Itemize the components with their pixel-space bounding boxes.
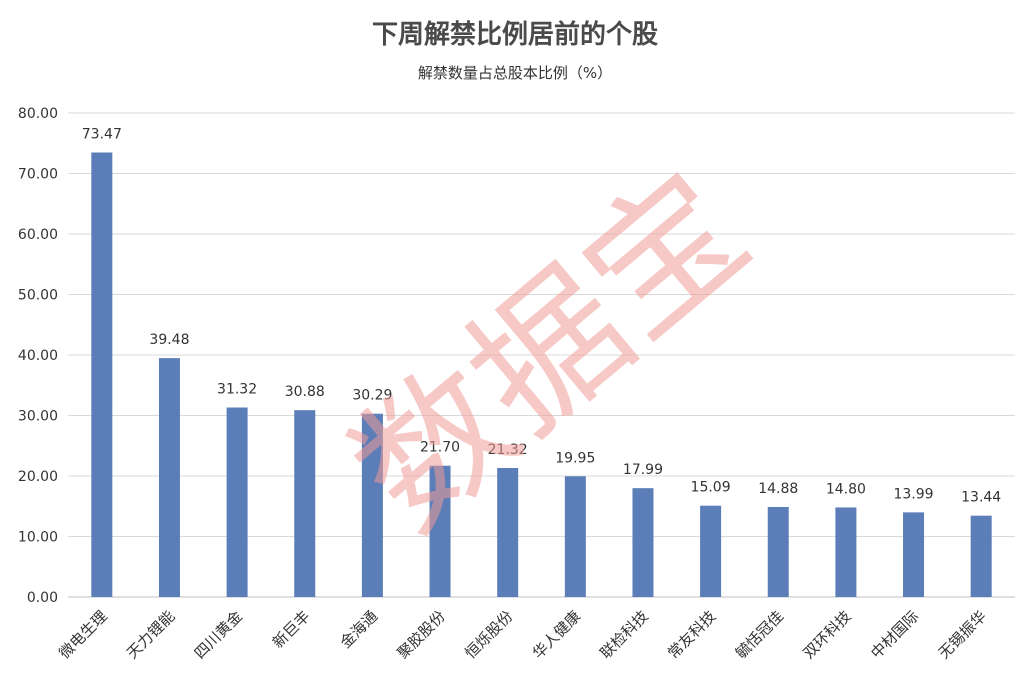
bar [835,507,857,597]
chart-subtitle: 解禁数量占总股本比例（%） [417,64,613,82]
y-tick-label: 30.00 [18,409,58,425]
data-label: 14.88 [758,481,798,497]
x-category-label: 新巨丰 [269,607,314,652]
y-tick-label: 70.00 [18,167,58,183]
bar [970,515,992,597]
data-label: 21.70 [420,440,460,456]
bar [91,152,113,597]
x-category-label: 天力锂能 [123,607,178,662]
x-category-label: 毓恬冠佳 [732,607,787,662]
bar [361,413,383,597]
gridlines [68,112,1015,598]
data-labels: 73.47 39.48 31.32 30.88 30.29 21.70 21.32 19.95… [82,127,1002,506]
data-label: 15.09 [691,480,731,496]
y-tick-label: 60.00 [18,227,58,243]
x-category-label: 聚胶股份 [394,607,449,662]
data-label: 13.44 [961,490,1001,506]
bar [429,465,451,597]
x-category-label: 恒烁股份 [461,607,516,662]
bar [294,410,316,597]
y-tick-label: 10.00 [18,530,58,546]
x-axis-labels: 微电生理 天力锂能 四川黄金 新巨丰 金海通 聚胶股份 恒烁股份 华人健康 联检科技 常友科技 毓恬… [55,607,990,662]
y-tick-label: 20.00 [18,469,58,485]
y-tick-label: 50.00 [18,288,58,304]
bar [564,476,586,597]
watermark: 数据宝 [322,141,779,564]
data-label: 39.48 [149,332,189,348]
data-label: 14.80 [826,481,866,497]
bars [91,152,992,597]
bar [903,512,925,597]
x-category-label: 常友科技 [664,607,719,662]
x-category-label: 无锡振华 [935,607,990,662]
bar [632,488,654,597]
y-tick-label: 0.00 [27,590,58,606]
x-category-label: 双环科技 [800,607,855,662]
data-label: 31.32 [217,382,257,398]
y-tick-label: 40.00 [18,348,58,364]
data-label: 30.88 [285,384,325,400]
watermark-text: 数据宝 [322,141,779,564]
x-category-label: 微电生理 [55,607,110,662]
bar [497,468,519,597]
data-label: 17.99 [623,462,663,478]
data-label: 21.32 [488,442,528,458]
bar [226,407,248,597]
x-category-label: 金海通 [337,607,382,652]
x-category-label: 联检科技 [597,607,652,662]
y-tick-label: 80.00 [18,106,58,122]
x-category-label: 四川黄金 [191,607,246,662]
data-label: 13.99 [893,486,933,502]
bar [767,506,789,597]
chart-title: 下周解禁比例居前的个股 [371,20,658,50]
x-category-label: 华人健康 [529,607,584,662]
x-category-label: 中材国际 [867,607,922,662]
data-label: 19.95 [555,450,595,466]
bar [158,358,180,597]
data-label: 73.47 [82,127,122,143]
bar [700,505,722,597]
y-axis-ticks: 0.00 10.00 20.00 30.00 40.00 50.00 60.00 70.00 8… [18,106,58,606]
data-label: 30.29 [352,388,392,404]
